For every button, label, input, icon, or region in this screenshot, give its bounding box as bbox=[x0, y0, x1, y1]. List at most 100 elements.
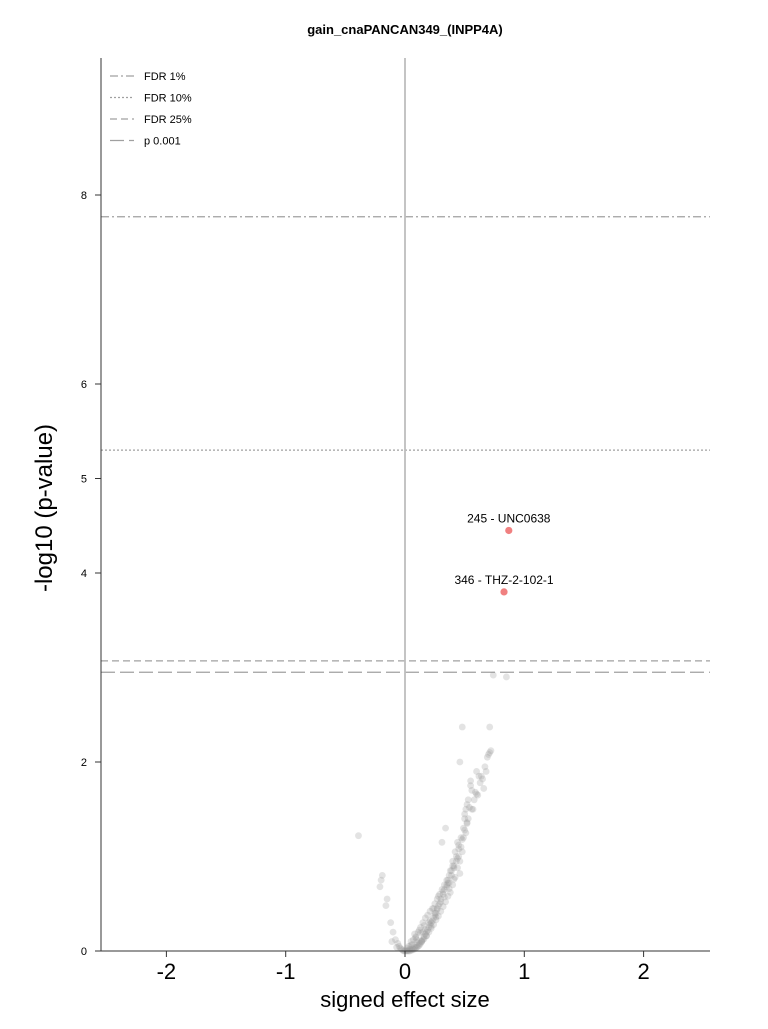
data-point bbox=[414, 942, 422, 950]
data-point bbox=[417, 923, 424, 931]
data-point bbox=[433, 905, 441, 912]
data-point bbox=[431, 911, 439, 919]
data-point bbox=[433, 906, 441, 913]
data-point bbox=[438, 838, 446, 846]
data-point bbox=[461, 826, 469, 834]
data-point bbox=[407, 941, 415, 949]
data-point bbox=[449, 881, 457, 889]
data-point bbox=[485, 751, 492, 758]
data-point bbox=[429, 917, 436, 925]
data-point bbox=[414, 928, 422, 936]
data-point bbox=[444, 892, 452, 900]
data-point bbox=[437, 898, 445, 906]
data-point bbox=[470, 796, 478, 804]
data-point bbox=[432, 913, 440, 921]
data-point bbox=[436, 900, 443, 908]
chart-title: gain_cnaPANCAN349_(INPP4A) bbox=[307, 22, 503, 37]
data-point bbox=[431, 900, 439, 908]
data-point bbox=[449, 862, 457, 870]
threshold-lines bbox=[101, 58, 710, 951]
data-point bbox=[426, 921, 434, 928]
data-point bbox=[440, 886, 448, 893]
y-tick-label: 4 bbox=[81, 568, 87, 580]
data-point bbox=[477, 772, 485, 780]
data-point bbox=[403, 944, 411, 952]
highlighted-points: 245 - UNC0638 346 - THZ-2-102-1 bbox=[454, 511, 554, 596]
data-point bbox=[415, 926, 423, 934]
data-point bbox=[437, 907, 445, 915]
data-point bbox=[481, 763, 489, 771]
data-point bbox=[389, 928, 397, 936]
data-point bbox=[445, 885, 453, 893]
data-point bbox=[455, 845, 463, 853]
data-point bbox=[403, 946, 411, 954]
y-tick-label: 2 bbox=[81, 757, 87, 769]
data-point bbox=[454, 854, 461, 862]
data-point bbox=[411, 930, 418, 938]
data-point bbox=[464, 796, 472, 804]
data-point bbox=[413, 941, 421, 949]
data-point bbox=[419, 936, 427, 944]
data-point bbox=[469, 805, 477, 813]
data-points bbox=[355, 671, 510, 955]
data-point bbox=[430, 921, 438, 928]
data-point bbox=[489, 671, 497, 679]
data-point bbox=[451, 848, 459, 856]
data-point bbox=[417, 929, 424, 937]
data-point bbox=[436, 890, 443, 898]
data-point bbox=[421, 930, 429, 938]
highlighted-point-label-2: 346 - THZ-2-102-1 bbox=[454, 573, 553, 587]
data-point bbox=[450, 864, 458, 872]
data-point bbox=[430, 905, 438, 912]
data-point bbox=[392, 936, 399, 944]
data-point bbox=[411, 943, 418, 951]
data-point bbox=[431, 909, 439, 917]
data-point bbox=[423, 928, 430, 936]
data-point bbox=[466, 803, 473, 811]
data-point bbox=[462, 805, 470, 813]
data-point bbox=[421, 925, 429, 933]
x-tick-label: 2 bbox=[637, 959, 649, 984]
data-point bbox=[437, 895, 445, 903]
data-point bbox=[487, 747, 495, 755]
data-point bbox=[442, 824, 449, 832]
data-point bbox=[407, 946, 415, 954]
data-point bbox=[445, 879, 453, 887]
data-point bbox=[468, 805, 476, 813]
data-point bbox=[471, 788, 479, 796]
data-point bbox=[387, 919, 395, 927]
data-point bbox=[377, 876, 385, 884]
data-point bbox=[417, 940, 424, 947]
data-point bbox=[420, 922, 428, 929]
data-point bbox=[457, 843, 465, 851]
data-point bbox=[408, 940, 416, 948]
data-point bbox=[479, 775, 486, 783]
data-point bbox=[433, 895, 441, 903]
data-point bbox=[421, 914, 429, 922]
data-point bbox=[425, 923, 433, 931]
data-point bbox=[456, 758, 464, 766]
data-point bbox=[467, 782, 475, 790]
data-point bbox=[427, 923, 435, 930]
data-point bbox=[435, 912, 442, 920]
x-tick-label: -1 bbox=[276, 959, 296, 984]
legend-label-3: FDR 25% bbox=[144, 114, 192, 126]
data-point bbox=[423, 932, 430, 940]
data-point bbox=[450, 862, 458, 870]
y-tick-label: 6 bbox=[81, 379, 87, 391]
data-point bbox=[407, 938, 415, 945]
data-point bbox=[439, 890, 447, 898]
data-point bbox=[420, 935, 428, 943]
data-point bbox=[443, 883, 451, 891]
data-point bbox=[413, 943, 421, 951]
data-point bbox=[467, 777, 475, 785]
y-axis-label: -log10 (p-value) bbox=[31, 424, 58, 592]
data-point bbox=[454, 838, 461, 846]
data-point bbox=[486, 723, 494, 731]
data-point bbox=[445, 872, 453, 879]
data-point bbox=[460, 824, 467, 832]
data-point bbox=[426, 907, 434, 915]
data-point bbox=[476, 779, 484, 787]
